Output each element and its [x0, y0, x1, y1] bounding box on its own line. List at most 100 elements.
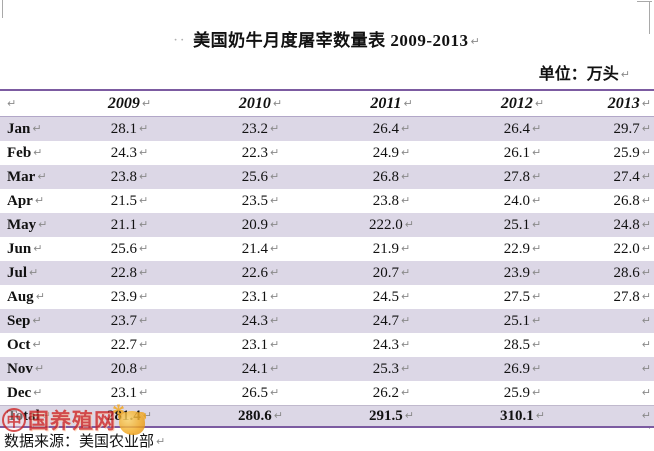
cell-text: 281.4	[107, 408, 141, 424]
value-mar-2009: 23.8 ↵	[64, 165, 195, 189]
value-jun-2009: 25.6 ↵	[64, 237, 195, 261]
value-jun-2012: 22.9 ↵	[457, 237, 588, 261]
value-jul-2013: 28.6 ↵	[588, 261, 654, 285]
cell-text: Jan	[7, 121, 31, 137]
value-oct-2013: ↵	[588, 333, 654, 357]
cell-text: 23.5	[241, 193, 269, 209]
cell-text: 22.0	[613, 241, 640, 257]
cell-end-mark-icon: ↵	[34, 362, 45, 375]
value-jul-2011: 20.7 ↵	[326, 261, 457, 285]
cell-end-mark-icon: ↵	[33, 242, 43, 255]
cell-text: 21.9	[372, 241, 400, 257]
cell-text: 24.5	[372, 289, 400, 305]
cell-text: 24.3	[110, 145, 138, 161]
cell-text: 21.5	[110, 193, 138, 209]
cell-end-mark-icon: ↵	[270, 362, 280, 375]
page-boundary-mark-top-right-h	[637, 1, 652, 2]
cell-text: 2012	[500, 95, 533, 112]
cell-text: Jul	[7, 265, 28, 281]
cell-end-mark-icon: ↵	[641, 242, 651, 255]
value-jun-2013: 22.0 ↵	[588, 237, 654, 261]
cell-end-mark-icon: ↵	[270, 122, 280, 135]
cell-text: 23.9	[110, 289, 138, 305]
cell-end-mark-icon: ↵	[33, 386, 43, 399]
cell-text: 24.3	[241, 313, 269, 329]
value-jan-2013: 29.7 ↵	[588, 117, 654, 141]
table-row-aug: Aug ↵ 23.9 ↵ 23.1 ↵ 24.5 ↵ 27.5 ↵ 27.8 ↵	[0, 285, 654, 309]
row-label-jul: Jul ↵	[0, 261, 64, 285]
cell-text: 25.6	[241, 169, 269, 185]
cell-end-mark-icon: ↵	[270, 146, 280, 159]
table-row-total: Total ↵ 281.4 ↵ 280.6 ↵ 291.5 ↵ 310.1 ↵ ↵	[0, 405, 654, 426]
cell-text: 26.4	[372, 121, 400, 137]
table-row-dec: Dec ↵ 23.1 ↵ 26.5 ↵ 26.2 ↵ 25.9 ↵ ↵	[0, 381, 654, 405]
header-cell-year-2012: 2012 ↵	[457, 91, 588, 116]
cell-end-mark-icon: ↵	[270, 218, 280, 231]
value-jan-2011: 26.4 ↵	[326, 117, 457, 141]
value-may-2010: 20.9 ↵	[195, 213, 326, 237]
cell-end-mark-icon: ↵	[641, 194, 651, 207]
cell-end-mark-icon: ↵	[139, 290, 149, 303]
cell-text: 24.8	[613, 217, 640, 233]
cell-end-mark-icon: ↵	[401, 314, 411, 327]
value-total-2009: 281.4 ↵	[64, 406, 195, 426]
cell-text: 23.1	[241, 289, 269, 305]
cell-text: 26.8	[613, 193, 640, 209]
cell-text: 23.1	[241, 337, 269, 353]
cell-end-mark-icon: ↵	[401, 242, 411, 255]
cell-end-mark-icon: ↵	[535, 409, 545, 422]
cell-end-mark-icon: ↵	[7, 97, 17, 110]
cell-text: 23.8	[110, 169, 138, 185]
cell-text: 25.3	[372, 361, 400, 377]
cell-end-mark-icon: ↵	[270, 242, 280, 255]
cell-end-mark-icon: ↵	[139, 170, 149, 183]
value-jul-2010: 22.6 ↵	[195, 261, 326, 285]
cell-text: 23.9	[503, 265, 531, 281]
cell-end-mark-icon: ↵	[532, 218, 542, 231]
cell-end-mark-icon: ↵	[139, 266, 149, 279]
cell-end-mark-icon: ↵	[33, 146, 43, 159]
slaughter-data-table: ↵ 2009 ↵ 2010 ↵ 2011 ↵ 2012 ↵ 2013 ↵ Jan ↵ 28.1 ↵ 23.2…	[0, 89, 654, 428]
cell-end-mark-icon: ↵	[35, 290, 45, 303]
cell-text: 20.7	[372, 265, 400, 281]
table-row-may: May ↵ 21.1 ↵ 20.9 ↵ 222.0 ↵ 25.1 ↵ 24.8 ↵	[0, 213, 654, 237]
cell-end-mark-icon: ↵	[270, 194, 280, 207]
cell-end-mark-icon: ↵	[532, 314, 542, 327]
cell-text: Apr	[7, 193, 33, 209]
cell-text: 22.6	[241, 265, 269, 281]
cell-end-mark-icon: ↵	[270, 266, 280, 279]
cell-end-mark-icon: ↵	[404, 218, 414, 231]
space-format-marks: ··	[173, 34, 188, 46]
cell-text: 21.4	[241, 241, 269, 257]
cell-end-mark-icon: ↵	[532, 146, 542, 159]
cell-text: Dec	[7, 385, 32, 401]
value-total-2012: 310.1 ↵	[457, 406, 588, 426]
cell-text: 25.6	[110, 241, 138, 257]
cell-end-mark-icon: ↵	[641, 97, 651, 110]
value-sep-2013: ↵	[588, 309, 654, 333]
value-apr-2010: 23.5 ↵	[195, 189, 326, 213]
cell-text: 24.1	[241, 361, 269, 377]
document-title-line: ·· 美国奶牛月度屠宰数量表 2009-2013 ↵	[0, 26, 654, 51]
cell-end-mark-icon: ↵	[641, 170, 651, 183]
cell-text: 22.8	[110, 265, 138, 281]
cell-end-mark-icon: ↵	[401, 338, 411, 351]
cell-end-mark-icon: ↵	[139, 338, 149, 351]
cell-text: 2011	[370, 95, 402, 112]
cell-text: 26.4	[503, 121, 531, 137]
cell-end-mark-icon: ↵	[29, 266, 39, 279]
cell-end-mark-icon: ↵	[273, 409, 283, 422]
value-jan-2009: 28.1 ↵	[64, 117, 195, 141]
cell-text: 2009	[107, 95, 140, 112]
value-feb-2011: 24.9 ↵	[326, 141, 457, 165]
row-label-aug: Aug ↵	[0, 285, 64, 309]
value-nov-2013: ↵	[588, 357, 654, 381]
cell-end-mark-icon: ↵	[139, 194, 149, 207]
header-cell-year-2011: 2011 ↵	[326, 91, 457, 116]
cell-end-mark-icon: ↵	[534, 97, 545, 110]
header-cell-year-2010: 2010 ↵	[195, 91, 326, 116]
value-dec-2011: 26.2 ↵	[326, 381, 457, 405]
value-apr-2009: 21.5 ↵	[64, 189, 195, 213]
value-may-2009: 21.1 ↵	[64, 213, 195, 237]
value-jan-2010: 23.2 ↵	[195, 117, 326, 141]
